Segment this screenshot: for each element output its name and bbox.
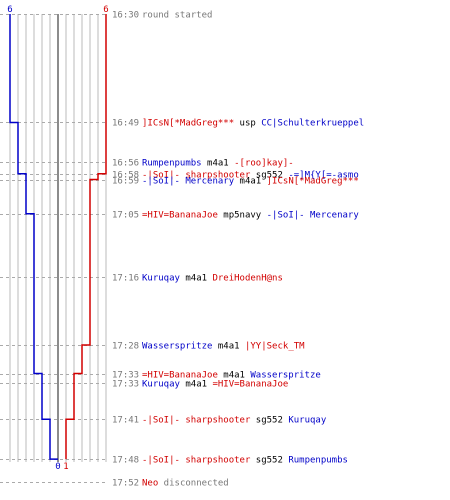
event-time: 16:59	[112, 177, 139, 187]
blue-team-start-count: 6	[7, 5, 12, 15]
event-text-part: m4a1	[180, 380, 213, 390]
event-text-part: |YY|Seck_TM	[245, 342, 305, 352]
event-text-part: CC|Schulterkrueppel	[261, 119, 364, 129]
event-text-part: m4a1	[234, 177, 267, 187]
event-text-part: sg552	[250, 416, 288, 426]
blue-team-alive-line	[9, 14, 58, 460]
event-text-part: Wasserspritze	[250, 371, 320, 381]
event-time: 17:52	[112, 479, 139, 489]
event-time: 16:56	[112, 159, 139, 169]
event-text-part: -|SoI|- sharpshooter	[142, 416, 251, 426]
event-text-part: Kuruqay	[142, 274, 181, 284]
event-text-part: Rumpenpumbs	[288, 456, 348, 466]
event-text-part: m4a1	[202, 159, 235, 169]
event-text-part: =HIV=BananaJoe	[212, 380, 288, 390]
event-text-part: Wasserspritze	[142, 342, 212, 352]
event-text: Kuruqay m4a1 =HIV=BananaJoe	[142, 380, 288, 390]
event-text: -|SoI|- sharpshooter sg552 Rumpenpumbs	[142, 456, 348, 466]
event-text: -|SoI|- Mercenary m4a1 ]ICsN[*MadGreg***	[142, 177, 359, 187]
event-text-part: Kuruqay	[142, 380, 181, 390]
red-team-start-count: 6	[103, 5, 108, 15]
event-text-part: -=]M{Y[=-asmo	[288, 171, 358, 181]
event-text: Wasserspritze m4a1 |YY|Seck_TM	[142, 342, 305, 352]
event-text-part: usp	[234, 119, 261, 129]
event-text-part: ]ICsN[*MadGreg***	[267, 177, 359, 187]
event-text-part: Kuruqay	[288, 416, 327, 426]
event-text: round started	[142, 11, 212, 21]
red-team-end-count: 1	[63, 462, 68, 472]
event-text: -|SoI|- sharpshooter sg552 -=]M{Y[=-asmo	[142, 171, 359, 181]
event-time: 16:30	[112, 11, 139, 21]
event-time: 17:33	[112, 371, 139, 381]
event-text-part: sg552	[250, 171, 288, 181]
event-text-part: =HIV=BananaJoe	[142, 371, 218, 381]
event-text: =HIV=BananaJoe mp5navy -|SoI|- Mercenary	[142, 211, 359, 221]
event-text-part: Neo	[142, 479, 158, 489]
event-text-part: =HIV=BananaJoe	[142, 211, 218, 221]
event-text-part: m4a1	[218, 371, 251, 381]
red-team-alive-line	[65, 14, 107, 460]
event-text-part: -[roo]kay]-	[234, 159, 294, 169]
event-text-part: -|SoI|- sharpshooter	[142, 456, 251, 466]
event-text: ]ICsN[*MadGreg*** usp CC|Schulterkrueppe…	[142, 119, 364, 129]
event-text-part: m4a1	[180, 274, 213, 284]
event-time: 17:28	[112, 342, 139, 352]
event-text: Kuruqay m4a1 DreiHodenH@ns	[142, 274, 283, 284]
event-time: 16:58	[112, 171, 139, 181]
blue-team-end-count: 0	[55, 462, 60, 472]
event-text-part: sg552	[250, 456, 288, 466]
event-text-part: mp5navy	[218, 211, 267, 221]
event-text-part: DreiHodenH@ns	[212, 274, 282, 284]
event-text-part: -|SoI|- Mercenary	[267, 211, 360, 221]
event-time: 17:41	[112, 416, 139, 426]
event-time: 17:48	[112, 456, 139, 466]
event-text: -|SoI|- sharpshooter sg552 Kuruqay	[142, 416, 327, 426]
event-text-part: Rumpenpumbs	[142, 159, 202, 169]
event-text: Neo disconnected	[142, 479, 229, 489]
event-text-part: m4a1	[212, 342, 245, 352]
event-text: Rumpenpumbs m4a1 -[roo]kay]-	[142, 159, 294, 169]
event-text-part: ]ICsN[*MadGreg***	[142, 119, 234, 129]
event-time: 17:05	[112, 211, 139, 221]
event-time: 16:49	[112, 119, 139, 129]
event-text-part: round started	[142, 11, 212, 21]
event-text-part: disconnected	[158, 479, 228, 489]
event-text-part: -|SoI|- sharpshooter	[142, 171, 251, 181]
event-time: 17:33	[112, 380, 139, 390]
event-time: 17:16	[112, 274, 139, 284]
event-text: =HIV=BananaJoe m4a1 Wasserspritze	[142, 371, 321, 381]
event-text-part: -|SoI|- Mercenary	[142, 177, 235, 187]
